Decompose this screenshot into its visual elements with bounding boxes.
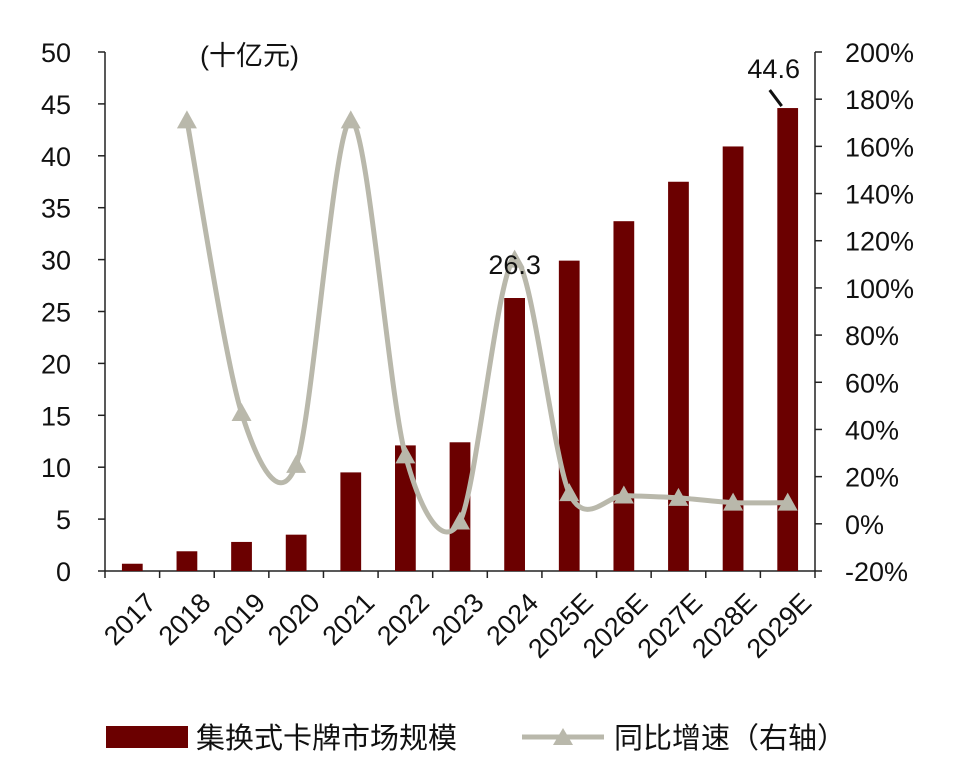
line-point-marker (559, 483, 580, 502)
line-series (176, 110, 798, 535)
bar (613, 221, 635, 571)
y-left-tick-label: 5 (56, 505, 71, 535)
y-left-tick-label: 10 (41, 453, 71, 483)
legend-bar-label: 集换式卡牌市场规模 (196, 722, 457, 755)
y-right-tick-label: 80% (845, 321, 899, 351)
x-tick-label: 2019 (207, 587, 271, 651)
bar-series (121, 108, 799, 571)
x-tick-label: 2017 (98, 587, 162, 651)
bar (121, 563, 143, 571)
line-point-marker (450, 511, 470, 530)
line-point-marker (613, 485, 634, 504)
y-right-tick-label: -20% (845, 557, 908, 587)
y-left-tick-label: 0 (56, 557, 71, 587)
bar (231, 541, 252, 571)
unit-label: (十亿元) (200, 41, 299, 71)
legend-line-marker (553, 728, 573, 745)
line-point-marker (504, 249, 525, 268)
line-point-marker (286, 454, 307, 473)
y-left-tick-label: 30 (41, 246, 71, 276)
x-tick-label: 2018 (153, 587, 217, 651)
line-point-marker (723, 492, 744, 511)
legend-bar-swatch (106, 726, 188, 748)
line-point-marker (176, 110, 197, 129)
y-right-tick-label: 40% (845, 415, 899, 445)
y-right-tick-label: 100% (845, 274, 914, 304)
y-left-tick-label: 20 (41, 349, 71, 379)
bar (449, 442, 471, 571)
y-right-tick-label: 20% (845, 463, 899, 493)
line-point-marker (340, 110, 361, 129)
y-right-tick-label: 60% (845, 368, 899, 398)
line-point-marker (777, 492, 798, 511)
data-label-leader (768, 89, 783, 107)
bar (668, 181, 689, 571)
y-left-tick-label: 40 (41, 142, 71, 172)
y-right-tick-label: 200% (845, 38, 914, 68)
y-left-tick-label: 15 (41, 401, 71, 431)
x-tick-label: 2020 (262, 587, 326, 651)
y-right-tick-label: 120% (845, 227, 914, 257)
y-left-tick-label: 25 (41, 298, 71, 328)
bar (285, 534, 307, 571)
bar (722, 146, 744, 571)
bar (176, 551, 198, 571)
y-right-tick-label: 140% (845, 180, 914, 210)
bar (558, 260, 580, 571)
y-right-tick-label: 160% (845, 132, 914, 162)
x-tick-label: 2021 (317, 587, 381, 651)
x-tick-label: 2023 (426, 587, 490, 651)
line-point-marker (395, 445, 416, 464)
data-label: 44.6 (747, 54, 800, 84)
bar (340, 472, 362, 571)
data-label: 26.3 (488, 250, 541, 280)
growth-line (184, 117, 788, 535)
y-right-tick-label: 180% (845, 85, 914, 115)
line-point-marker (668, 487, 689, 506)
bar (777, 108, 799, 571)
bar (504, 298, 525, 571)
y-right-tick-label: 0% (845, 510, 884, 540)
y-left-tick-label: 45 (41, 90, 71, 120)
y-left-tick-label: 35 (41, 194, 71, 224)
y-left-tick-label: 50 (41, 38, 71, 68)
legend-line-label: 同比增速（右轴） (614, 722, 846, 755)
line-point-marker (231, 402, 252, 421)
x-tick-label: 2022 (371, 587, 435, 651)
legend: 集换式卡牌市场规模 同比增速（右轴） (106, 722, 846, 755)
